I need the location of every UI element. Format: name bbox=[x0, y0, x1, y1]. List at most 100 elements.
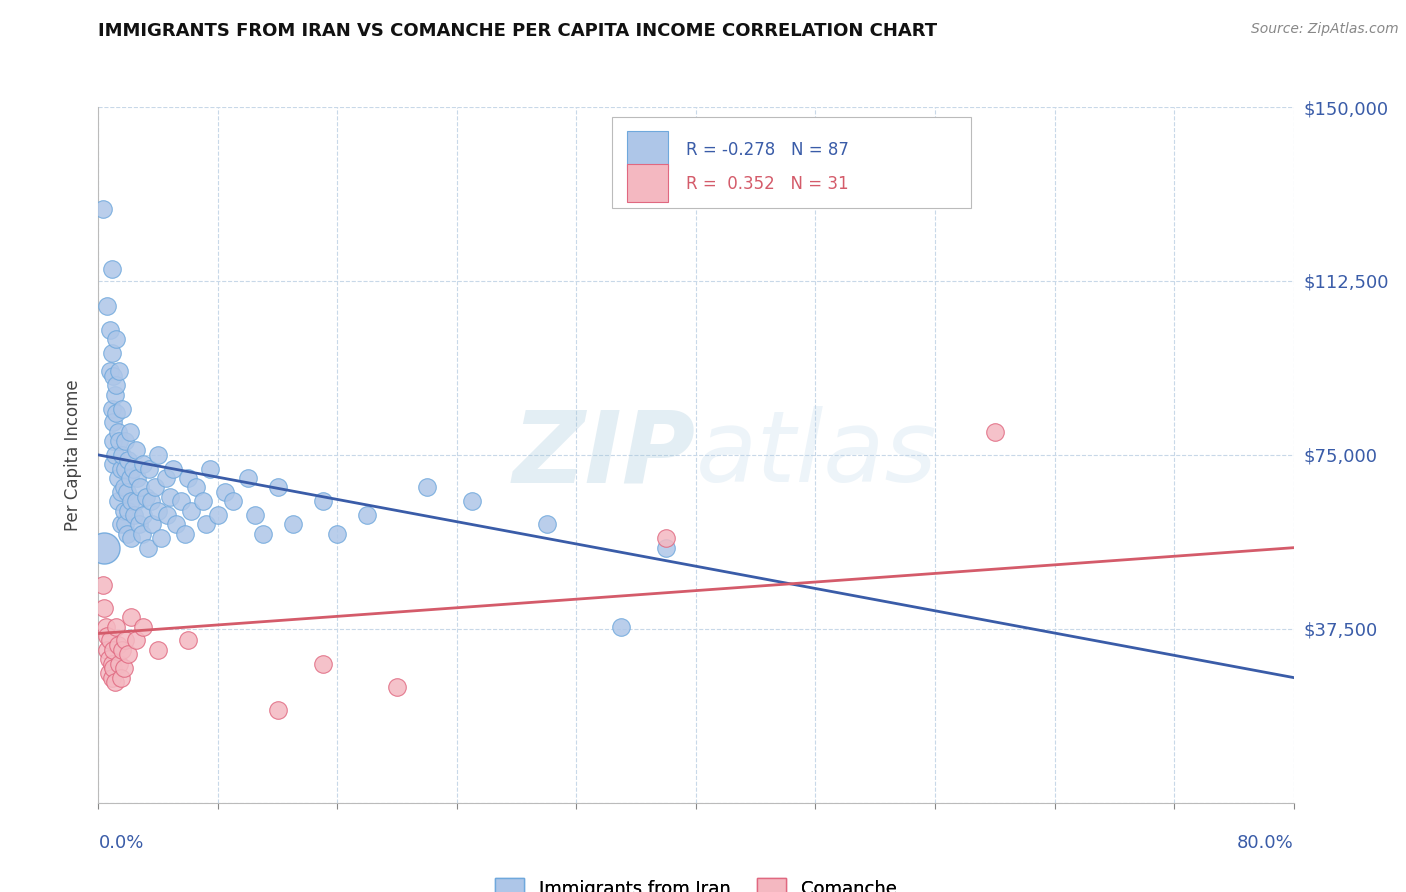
Point bbox=[115, 485, 138, 500]
Point bbox=[416, 480, 439, 494]
Point bbox=[96, 642, 118, 657]
Point bbox=[101, 346, 124, 360]
Point bbox=[114, 462, 136, 476]
Point bbox=[91, 202, 114, 216]
Point bbox=[105, 619, 128, 633]
Point bbox=[117, 648, 139, 662]
Point bbox=[104, 387, 127, 401]
Point bbox=[125, 494, 148, 508]
Point bbox=[103, 661, 125, 675]
Point bbox=[101, 262, 124, 277]
Point bbox=[111, 401, 134, 416]
Point bbox=[107, 638, 129, 652]
Point bbox=[100, 323, 122, 337]
Point bbox=[165, 517, 187, 532]
Point bbox=[114, 434, 136, 448]
Point bbox=[139, 494, 162, 508]
Point bbox=[184, 480, 207, 494]
Point bbox=[93, 541, 115, 555]
Point bbox=[118, 425, 141, 439]
Point bbox=[101, 657, 124, 671]
Point bbox=[200, 462, 222, 476]
Point bbox=[169, 494, 191, 508]
Point bbox=[159, 490, 181, 504]
Point bbox=[97, 665, 120, 680]
Point bbox=[267, 480, 290, 494]
Point bbox=[132, 457, 155, 471]
FancyBboxPatch shape bbox=[627, 131, 668, 169]
Point bbox=[94, 619, 117, 633]
Text: R =  0.352   N = 31: R = 0.352 N = 31 bbox=[686, 175, 849, 193]
Point bbox=[156, 508, 179, 523]
Point bbox=[984, 425, 1007, 439]
Point bbox=[132, 508, 155, 523]
Point bbox=[214, 485, 236, 500]
Point bbox=[105, 332, 128, 346]
Point bbox=[110, 485, 132, 500]
Point bbox=[117, 452, 139, 467]
Point bbox=[103, 642, 125, 657]
Point bbox=[100, 364, 122, 378]
Point bbox=[245, 508, 267, 523]
Point bbox=[141, 517, 163, 532]
Point bbox=[326, 526, 349, 541]
Point bbox=[115, 526, 138, 541]
FancyBboxPatch shape bbox=[613, 118, 970, 208]
Point bbox=[111, 642, 134, 657]
Point bbox=[174, 526, 197, 541]
Point bbox=[655, 532, 678, 546]
Point bbox=[124, 508, 146, 523]
Point bbox=[148, 448, 170, 462]
Point bbox=[111, 448, 134, 462]
Point bbox=[120, 532, 142, 546]
Point bbox=[207, 508, 229, 523]
Point bbox=[655, 541, 678, 555]
Point bbox=[180, 503, 202, 517]
Text: 0.0%: 0.0% bbox=[98, 834, 143, 852]
Point bbox=[162, 462, 184, 476]
Point bbox=[118, 471, 141, 485]
Text: IMMIGRANTS FROM IRAN VS COMANCHE PER CAPITA INCOME CORRELATION CHART: IMMIGRANTS FROM IRAN VS COMANCHE PER CAP… bbox=[98, 22, 938, 40]
Point bbox=[103, 457, 125, 471]
Point bbox=[110, 517, 132, 532]
Point bbox=[177, 471, 200, 485]
Point bbox=[100, 633, 122, 648]
Point bbox=[311, 657, 333, 671]
Point bbox=[132, 619, 155, 633]
Point bbox=[148, 642, 170, 657]
Point bbox=[104, 675, 127, 690]
Point bbox=[107, 425, 129, 439]
Legend: Immigrants from Iran, Comanche: Immigrants from Iran, Comanche bbox=[488, 871, 904, 892]
Text: atlas: atlas bbox=[696, 407, 938, 503]
FancyBboxPatch shape bbox=[627, 164, 668, 202]
Point bbox=[112, 503, 135, 517]
Point bbox=[125, 443, 148, 458]
Point bbox=[267, 703, 290, 717]
Point bbox=[110, 671, 132, 685]
Point bbox=[96, 300, 118, 314]
Point bbox=[195, 517, 218, 532]
Point bbox=[114, 517, 136, 532]
Point bbox=[155, 471, 177, 485]
Point bbox=[120, 610, 142, 624]
Point bbox=[311, 494, 333, 508]
Point bbox=[135, 490, 157, 504]
Point bbox=[461, 494, 484, 508]
Point bbox=[91, 578, 114, 592]
Point bbox=[108, 434, 131, 448]
Point bbox=[105, 378, 128, 392]
Point bbox=[610, 619, 633, 633]
Y-axis label: Per Capita Income: Per Capita Income bbox=[65, 379, 83, 531]
Point bbox=[103, 416, 125, 430]
Point bbox=[103, 369, 125, 384]
Point bbox=[128, 517, 150, 532]
Point bbox=[129, 480, 152, 494]
Point bbox=[112, 661, 135, 675]
Point bbox=[96, 629, 118, 643]
Point bbox=[222, 494, 245, 508]
Point bbox=[117, 503, 139, 517]
Point bbox=[191, 494, 214, 508]
Point bbox=[136, 541, 159, 555]
Point bbox=[93, 601, 115, 615]
Point bbox=[107, 494, 129, 508]
